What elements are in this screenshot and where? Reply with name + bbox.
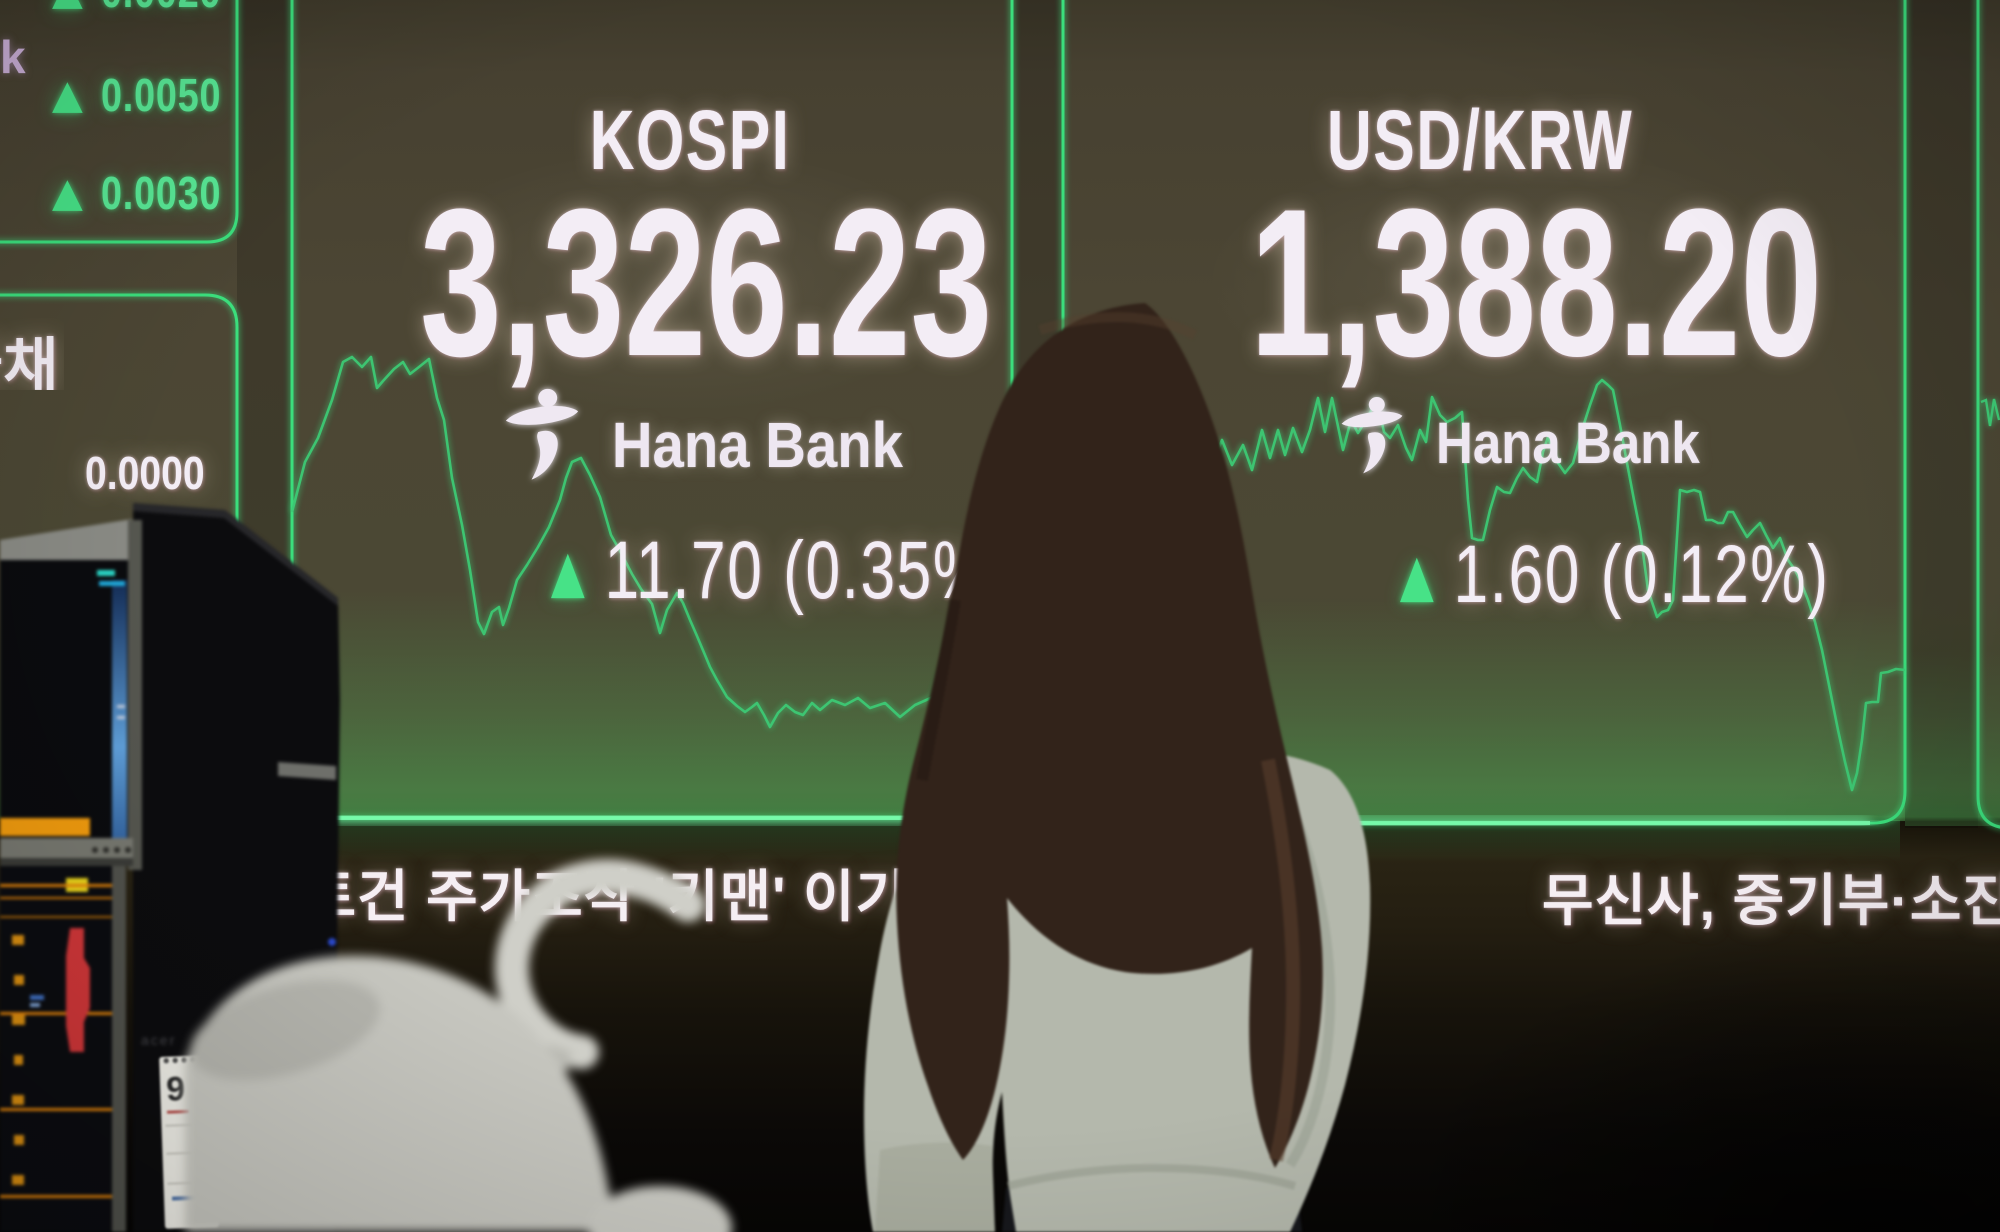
monitor-divider	[0, 858, 133, 866]
monitor-brand-label: acer	[141, 1032, 176, 1048]
panel-border-topleft	[0, 0, 239, 244]
bond-label-clip: 국채	[0, 318, 64, 390]
sweater-cuff	[875, 1142, 995, 1232]
kospi-chart-line	[290, 355, 1013, 729]
bond-value: 0.0000	[85, 447, 205, 499]
chair-headrest-arm	[494, 859, 705, 1069]
usdkrw-title: USD/KRW	[1326, 93, 1634, 187]
farright-chart-fragment	[1980, 398, 2000, 427]
brand-text-fragment: k	[0, 31, 26, 83]
monitor-button	[103, 847, 109, 853]
hair-shadow-left	[916, 599, 961, 782]
fx-row-value: 0.0050	[100, 69, 222, 121]
office-chair	[185, 859, 732, 1232]
glow-band-kospi	[292, 590, 1012, 816]
monitor-a-right-bezel	[128, 520, 142, 870]
usdkrw-backlight-glow	[1190, 140, 1830, 420]
screen-blue-cell	[30, 1003, 40, 1007]
kospi-value: 3,326.23	[420, 165, 993, 400]
hana-bank-wordmark: Hana Bank	[1435, 411, 1700, 476]
power-led	[328, 938, 336, 946]
fx-row-3: ▲ 0.0030	[52, 166, 247, 220]
monitor-a-cyan-bar	[99, 581, 125, 586]
hana-bank-wordmark: Hana Bank	[611, 409, 903, 481]
up-triangle-icon: ▲	[52, 0, 83, 11]
kospi-change: 11.70	[604, 525, 764, 616]
chair-seat-corner	[588, 1186, 732, 1232]
monitor-back-edge-highlight	[133, 503, 338, 606]
kospi-title: KOSPI	[589, 93, 791, 187]
calendar-red-rule	[166, 1109, 190, 1114]
fx-row-1: ▲ 0.0020	[52, 0, 247, 18]
up-triangle-icon: ▲	[550, 537, 585, 605]
usdkrw-value: 1,388.20	[1250, 165, 1823, 400]
monitor-a-white-tick	[117, 705, 125, 708]
screen-red-bar	[66, 928, 90, 1052]
monitor-a-white-tick	[117, 716, 125, 719]
panel-border-bond	[0, 293, 239, 545]
screen-orange-gridlines	[0, 884, 112, 1198]
person	[864, 303, 1371, 1232]
fx-row-2: ▲ 0.0050	[52, 68, 247, 122]
kospi-backlight-glow	[380, 140, 980, 420]
screen-orange-cells	[12, 935, 25, 1185]
hair-highlight-right	[1261, 758, 1301, 1162]
monitor-button	[125, 847, 131, 853]
sweater-hem-rib	[1007, 1163, 1297, 1190]
monitor-a-orange-taskbar	[0, 818, 90, 836]
usdkrw-change-pct: (0.12%)	[1600, 529, 1830, 620]
hana-bank-brand-right: Hana Bank	[1436, 410, 1700, 477]
monitor-button	[92, 847, 98, 853]
fx-row-value: 0.0020	[101, 0, 221, 18]
usdkrw-change: 1.60	[1453, 529, 1581, 620]
monitor-button	[114, 847, 120, 853]
usdkrw-change-row: ▲ 1.60 (0.12%)	[1400, 528, 1830, 622]
bond-label: 국채	[0, 333, 59, 390]
chair-armrest	[190, 979, 380, 1081]
calendar-month-number: 9	[166, 1070, 186, 1109]
up-triangle-icon: ▲	[52, 170, 83, 216]
hair-highlight-top	[1038, 312, 1198, 340]
up-triangle-icon: ▲	[52, 72, 83, 118]
glow-band-right	[1905, 650, 2000, 826]
trading-monitor-screen	[0, 864, 115, 1232]
trading-monitor-bezel	[112, 864, 126, 1232]
hair	[896, 303, 1323, 1168]
panel-border-farright	[1976, 0, 2000, 829]
corner-shadow	[1380, 920, 2000, 1232]
hana-bank-brand-left: Hana Bank	[612, 408, 903, 482]
up-triangle-icon: ▲	[1399, 541, 1434, 609]
screen-blue-cell	[30, 995, 44, 1000]
monitor-a-screen	[0, 560, 131, 862]
fx-row-value: 0.0030	[100, 167, 222, 219]
monitor-top-edge-glint	[278, 762, 336, 780]
monitor-a-cyan-icon	[97, 570, 115, 576]
